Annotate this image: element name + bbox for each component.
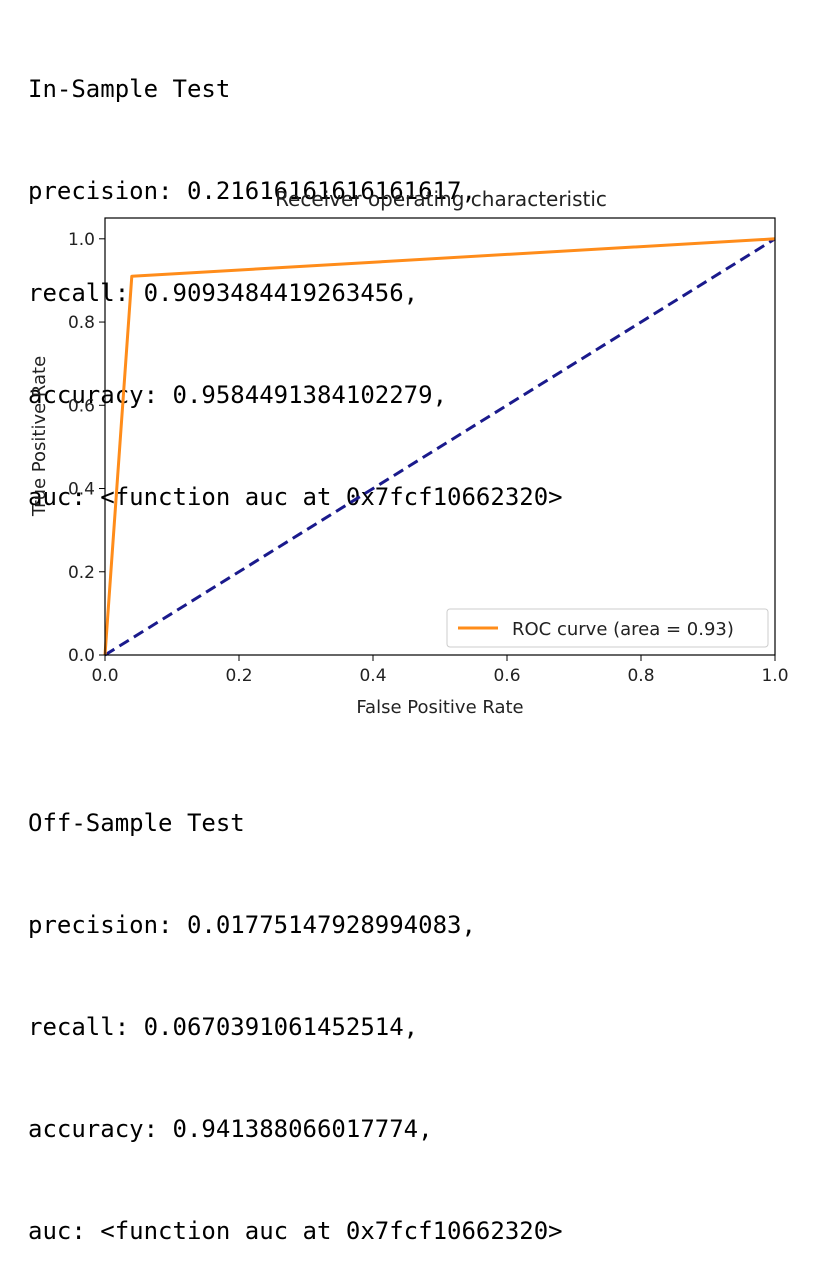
in-sample-title: In-Sample Test bbox=[28, 75, 231, 103]
off-sample-output: Off-Sample Test precision: 0.01775147928… bbox=[28, 738, 563, 1282]
x-axis: 0.0 0.2 0.4 0.6 0.8 1.0 bbox=[91, 655, 789, 686]
x-tick-label: 0.6 bbox=[493, 666, 520, 686]
y-tick-label: 1.0 bbox=[68, 230, 95, 250]
off-sample-precision: precision: 0.01775147928994083, bbox=[28, 911, 476, 939]
y-axis-label: True Positive Rate bbox=[29, 356, 50, 517]
y-tick-label: 0.6 bbox=[68, 396, 95, 416]
in-sample-auc: auc: <function auc at 0x7fcf10662320> bbox=[28, 483, 563, 511]
in-sample-output: In-Sample Test precision: 0.216161616161… bbox=[28, 4, 563, 548]
chance-diagonal-line bbox=[104, 237, 776, 657]
in-sample-precision: precision: 0.21616161616161617, bbox=[28, 177, 476, 205]
y-tick-label: 0.4 bbox=[68, 480, 95, 500]
in-sample-accuracy: accuracy: 0.9584491384102279, bbox=[28, 381, 448, 409]
x-tick-label: 0.8 bbox=[627, 666, 654, 686]
plot-frame bbox=[104, 217, 776, 656]
off-sample-recall: recall: 0.0670391061452514, bbox=[28, 1013, 419, 1041]
y-axis: 0.0 0.2 0.4 0.6 0.8 1.0 bbox=[68, 230, 105, 666]
y-tick-label: 0.0 bbox=[68, 646, 95, 666]
x-tick-label: 1.0 bbox=[761, 666, 788, 686]
x-tick-label: 0.0 bbox=[91, 666, 118, 686]
off-sample-auc: auc: <function auc at 0x7fcf10662320> bbox=[28, 1217, 563, 1245]
x-tick-label: 0.2 bbox=[225, 666, 252, 686]
chart-title: Receiver operating characteristic bbox=[275, 187, 607, 211]
legend-label-roc-curve: ROC curve (area = 0.93) bbox=[512, 619, 734, 640]
off-sample-title: Off-Sample Test bbox=[28, 809, 245, 837]
y-tick-label: 0.8 bbox=[68, 313, 95, 333]
roc-chart: Receiver operating characteristic 0.0 0.2… bbox=[29, 187, 789, 718]
plot-lines bbox=[103, 237, 776, 657]
x-tick-label: 0.4 bbox=[359, 666, 386, 686]
x-axis-label: False Positive Rate bbox=[356, 697, 523, 718]
off-sample-accuracy: accuracy: 0.941388066017774, bbox=[28, 1115, 433, 1143]
in-sample-recall: recall: 0.9093484419263456, bbox=[28, 279, 419, 307]
legend: ROC curve (area = 0.93) bbox=[446, 608, 769, 648]
y-tick-label: 0.2 bbox=[68, 563, 95, 583]
roc-curve-line bbox=[103, 237, 776, 656]
legend-box bbox=[446, 608, 769, 648]
